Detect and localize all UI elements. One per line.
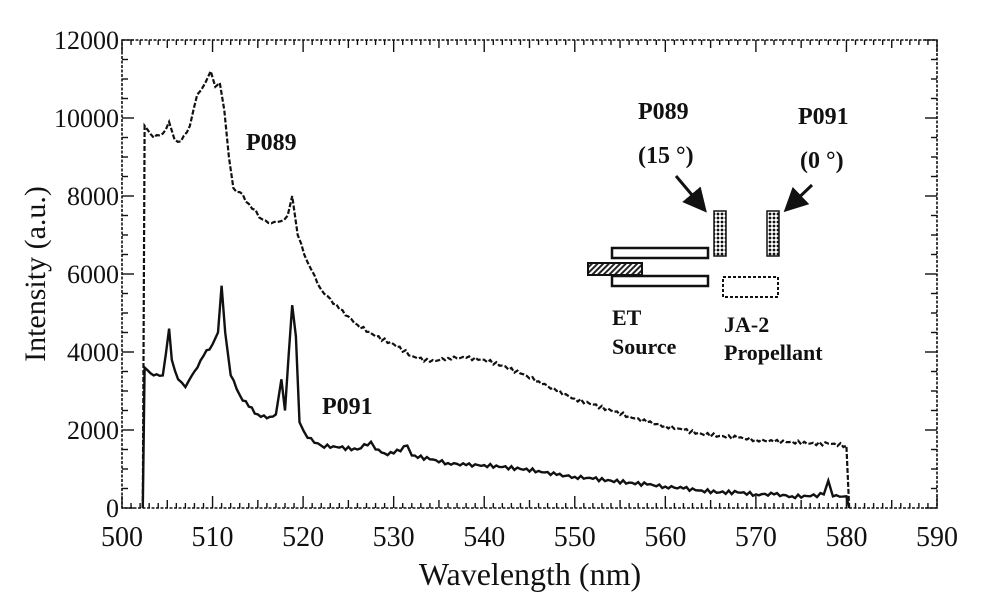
y-axis-ticks [122, 39, 937, 509]
inset-label-source: Source [612, 334, 677, 359]
svg-text:530: 530 [373, 522, 415, 553]
y-axis-tick-labels: 0 2000 4000 6000 8000 10000 12000 [54, 26, 119, 523]
inset-diagram: P089 (15 °) P091 (0 °) ET Source JA-2 Pr… [587, 99, 849, 365]
series-p091-line [141, 285, 851, 509]
svg-text:8000: 8000 [67, 182, 119, 211]
inset-label-p089-angle: (15 °) [638, 143, 694, 169]
svg-text:590: 590 [916, 522, 958, 553]
svg-text:6000: 6000 [67, 260, 119, 289]
inset-label-p091: P091 [798, 104, 849, 130]
series-label-p091: P091 [322, 394, 373, 420]
svg-text:520: 520 [282, 522, 324, 553]
detector-p089-icon [713, 210, 727, 257]
x-axis-label: Wavelength (nm) [419, 556, 641, 592]
detector-p091-icon [766, 210, 780, 257]
inset-label-p089: P089 [638, 99, 689, 125]
series-label-p089: P089 [246, 130, 297, 156]
et-source-upper-electrode-icon [610, 246, 710, 260]
svg-text:560: 560 [644, 522, 686, 553]
svg-text:540: 540 [463, 522, 505, 553]
svg-text:510: 510 [192, 522, 234, 553]
series-p089-line [141, 68, 851, 509]
svg-text:2000: 2000 [67, 416, 119, 445]
svg-text:12000: 12000 [54, 26, 119, 55]
svg-text:550: 550 [554, 522, 596, 553]
x-axis-tick-labels: 500 510 520 530 540 550 560 570 580 590 [101, 522, 958, 553]
svg-text:580: 580 [825, 522, 867, 553]
y-axis-label: Intensity (a.u.) [19, 186, 52, 362]
svg-text:0: 0 [106, 494, 119, 523]
svg-text:4000: 4000 [67, 338, 119, 367]
ja2-propellant-icon [722, 276, 779, 298]
et-source-core-icon [587, 262, 643, 276]
inset-label-propellant: Propellant [724, 340, 823, 365]
x-axis-ticks [121, 40, 938, 508]
svg-text:570: 570 [735, 522, 777, 553]
arrow-p089-icon [674, 175, 707, 213]
inset-label-p091-angle: (0 °) [800, 148, 844, 174]
arrow-p091-icon [783, 183, 814, 213]
inset-label-et: ET [612, 305, 642, 330]
et-source-lower-electrode-icon [610, 274, 710, 288]
svg-text:10000: 10000 [54, 104, 119, 133]
svg-text:500: 500 [101, 522, 143, 553]
inset-label-ja2: JA-2 [724, 312, 769, 337]
